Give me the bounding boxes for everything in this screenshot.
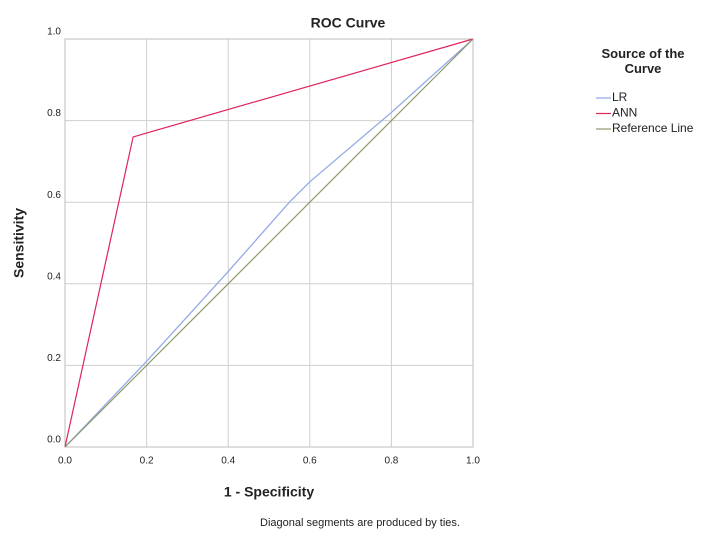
- y-tick-label: 0.0: [47, 435, 61, 446]
- legend-label: Reference Line: [612, 121, 694, 135]
- roc-line: [64, 38, 474, 448]
- x-tick-label: 0.6: [303, 456, 317, 467]
- legend-label: ANN: [612, 106, 637, 120]
- footnote: Diagonal segments are produced by ties.: [260, 517, 460, 529]
- x-axis-label: 1 - Specificity: [224, 484, 314, 500]
- chart-title: ROC Curve: [311, 15, 386, 31]
- y-tick-label: 0.2: [47, 353, 61, 364]
- legend-label: LR: [612, 90, 628, 104]
- x-tick-label: 0.2: [140, 456, 154, 467]
- plot-frame: [64, 38, 474, 448]
- x-tick-label: 0.8: [384, 456, 398, 467]
- y-tick-label: 0.6: [47, 190, 61, 201]
- y-axis-label: Sensitivity: [11, 208, 27, 278]
- y-tick-label: 0.4: [47, 271, 61, 282]
- y-tick-label: 0.8: [47, 108, 61, 119]
- legend-title: Source of the Curve: [601, 46, 684, 76]
- roc-line: [64, 38, 474, 448]
- y-tick-label: 1.0: [47, 27, 61, 38]
- x-tick-label: 1.0: [466, 456, 480, 467]
- roc-line: [64, 38, 474, 448]
- legend-title: Source of the Curve: [601, 46, 684, 76]
- x-tick-label: 0.4: [221, 456, 235, 467]
- x-tick-label: 0.0: [58, 456, 72, 467]
